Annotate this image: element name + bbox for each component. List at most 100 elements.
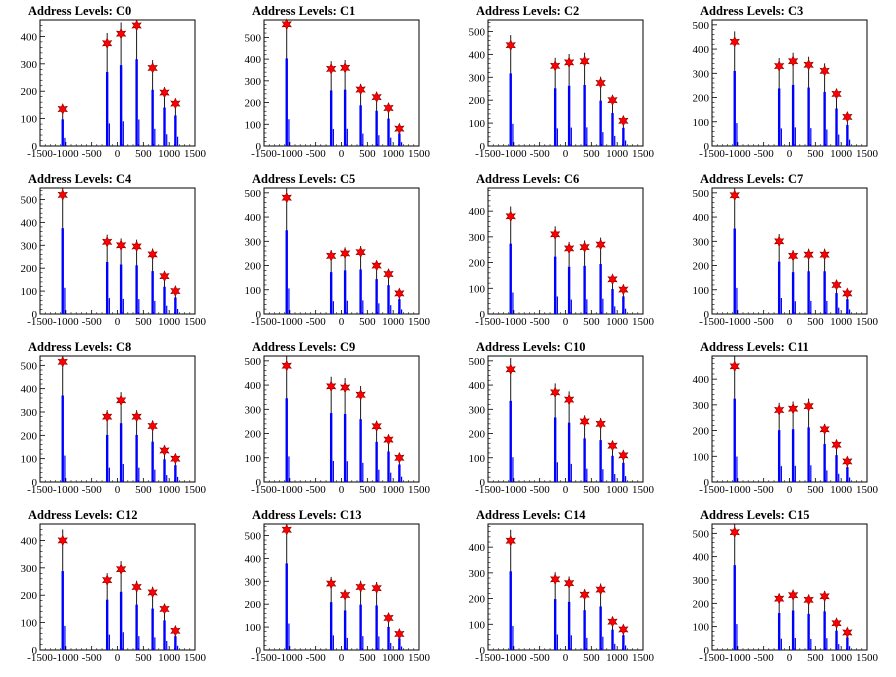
peak-marker [57, 103, 68, 115]
y-tick-label: 0 [256, 309, 262, 321]
y-tick-label: 0 [480, 309, 486, 321]
chart-panel: Address Levels: C20100200300400500-1500-… [469, 4, 655, 160]
peak-bar-secondary [848, 477, 851, 482]
chart-panel: Address Levels: C6 0 100 200 300 400 -1500 -100… [469, 172, 655, 328]
x-tick-label: -500 [530, 148, 551, 160]
peak-bar-secondary [400, 309, 403, 314]
peak-marker [607, 439, 618, 452]
chart-panel: Address Levels: C30100200300400500-1500-… [693, 4, 879, 160]
chart-panel: Address Levels: C90100200300400500-1500-… [245, 340, 431, 496]
y-tick-label: 400 [693, 552, 710, 564]
peak-bar [777, 430, 781, 482]
x-tick-label: 0 [787, 652, 793, 664]
y-tick-label: 500 [245, 356, 262, 368]
peak-bar-secondary [154, 128, 156, 146]
peak-bar [163, 286, 166, 314]
chart-panel: Address Levels: C12 0 100 200 300 400 -1500 -10… [21, 508, 207, 664]
peak-bar-secondary [108, 298, 110, 314]
peak-bar-secondary [346, 300, 348, 314]
peak-bar [163, 459, 166, 482]
peak-bar-secondary [138, 299, 140, 314]
peak-marker [550, 59, 561, 72]
peak-marker [842, 455, 853, 468]
peak-bar [733, 565, 736, 650]
x-tick-label: 1500 [184, 316, 207, 328]
y-tick-label: 500 [21, 360, 38, 372]
peak-marker [831, 278, 842, 291]
x-tick-label: -1500 [27, 484, 53, 496]
peak-bar-secondary [614, 306, 616, 314]
peak-bar [119, 423, 123, 482]
peak-bar [329, 602, 333, 650]
peak-bar [807, 87, 810, 146]
peak-bar-secondary [346, 461, 348, 482]
x-tick-label: -1500 [699, 484, 725, 496]
x-tick-label: -1000 [501, 484, 527, 496]
y-tick-label: 0 [480, 141, 486, 153]
peak-marker [618, 283, 629, 296]
peak-bar-secondary [138, 119, 140, 146]
x-tick-label: 0 [339, 316, 345, 328]
peak-bar [583, 438, 586, 482]
peak-marker [102, 37, 113, 50]
peak-bar-secondary [556, 296, 558, 314]
x-tick-label: 500 [583, 484, 600, 496]
x-tick-label: 0 [787, 484, 793, 496]
peak-marker [842, 626, 853, 639]
x-tick-label: -1000 [277, 148, 303, 160]
chart-panel: Address Levels: C80100200300400500-1500-… [21, 340, 207, 496]
peak-marker [115, 563, 127, 576]
peak-bar [807, 271, 810, 314]
x-tick-label: 1000 [382, 148, 405, 160]
peak-bar-secondary [838, 134, 840, 146]
peak-marker [550, 386, 561, 399]
y-tick-label: 400 [469, 206, 486, 218]
peak-bar [119, 264, 123, 314]
peak-bar-secondary [362, 636, 364, 650]
chart-panel: Address Levels: C0 0 100 200 300 400 -1500 -100… [21, 4, 207, 160]
peak-marker [394, 451, 405, 464]
y-tick-label: 300 [693, 400, 710, 412]
peak-marker [563, 56, 575, 69]
peak-marker [339, 61, 351, 74]
y-tick-label: 100 [245, 119, 262, 131]
x-tick-label: 1000 [382, 484, 405, 496]
peak-bar [823, 91, 826, 146]
peak-marker [383, 102, 394, 114]
chart-panel: Address Levels: C15 0 100 200 300 400 500 -1500… [693, 508, 879, 664]
y-tick-label: 400 [693, 374, 710, 386]
peak-marker [115, 239, 127, 252]
x-tick-label: -500 [530, 484, 551, 496]
chart-title: Address Levels: C0 [28, 4, 131, 18]
peak-bar [398, 638, 401, 650]
peak-bar [398, 299, 401, 314]
peak-bar-secondary [64, 137, 66, 146]
peak-marker [147, 586, 158, 599]
peak-marker [774, 60, 785, 72]
y-tick-label: 100 [21, 286, 38, 298]
chart-title: Address Levels: C14 [476, 508, 586, 522]
peak-bar-secondary [838, 307, 840, 314]
peak-marker [147, 61, 158, 74]
peak-bar [359, 604, 362, 650]
y-tick-label: 200 [21, 430, 38, 442]
peak-bar-secondary [108, 634, 110, 650]
peak-bar-secondary [826, 470, 828, 482]
peak-marker [102, 574, 113, 587]
peak-bar [285, 563, 288, 650]
peak-bar-secondary [624, 645, 627, 650]
peak-marker [607, 615, 618, 628]
peak-bar [151, 271, 154, 314]
chart-panel: Address Levels: C50100200300400500-1500-… [245, 172, 431, 328]
x-tick-label: 1000 [606, 148, 629, 160]
peak-marker [819, 64, 830, 77]
peak-bar [387, 626, 390, 650]
peak-marker [115, 394, 127, 407]
x-tick-label: -1000 [725, 148, 751, 160]
x-tick-label: -1000 [725, 652, 751, 664]
y-tick-label: 0 [256, 645, 262, 657]
peak-bar-secondary [400, 646, 403, 650]
peak-marker [355, 581, 366, 593]
peak-bar-secondary [736, 287, 738, 314]
